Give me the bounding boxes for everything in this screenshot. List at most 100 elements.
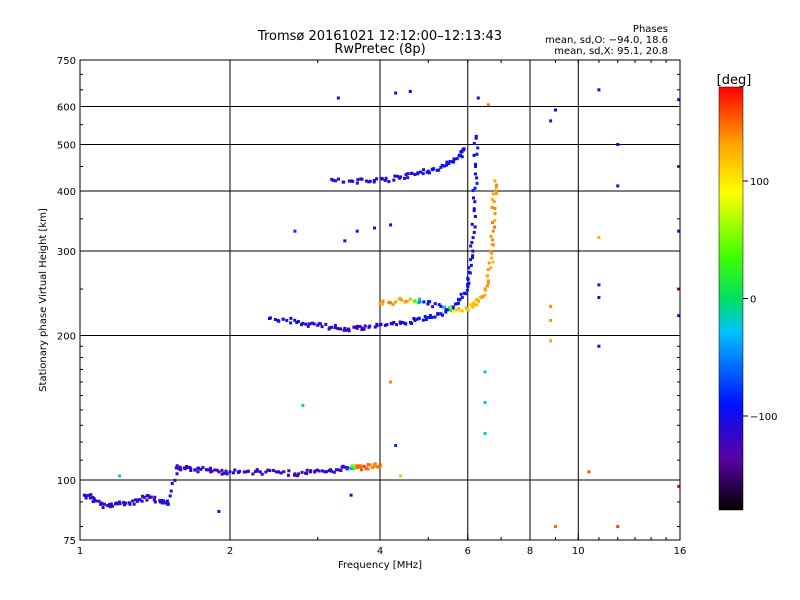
echo-point — [153, 495, 157, 499]
echo-point — [476, 298, 480, 302]
echo-point — [461, 309, 465, 313]
echo-point — [253, 470, 257, 474]
x-axis: 1 2 4 6 8 10 16 — [77, 60, 686, 557]
echo-point — [471, 196, 475, 200]
echo-point — [486, 279, 490, 283]
echo-point — [457, 307, 461, 311]
echo-point — [553, 108, 557, 112]
echo-point — [485, 284, 489, 288]
echo-point — [132, 502, 136, 506]
echo-point — [333, 323, 337, 327]
echo-point — [196, 466, 200, 470]
echo-point — [460, 149, 464, 153]
echo-point — [175, 464, 179, 468]
echo-point — [286, 473, 290, 477]
echo-point — [406, 176, 410, 180]
echo-point — [597, 283, 601, 287]
echo-point — [458, 309, 462, 313]
echo-point — [362, 464, 366, 468]
echo-point — [315, 468, 319, 472]
echo-point — [469, 258, 473, 262]
echo-point — [494, 183, 498, 187]
echo-point — [152, 498, 156, 502]
echo-point — [117, 474, 121, 478]
echo-point — [463, 291, 467, 295]
echo-point — [353, 325, 357, 329]
echo-point — [437, 303, 441, 307]
echo-point — [493, 219, 497, 223]
echo-point — [293, 472, 297, 476]
echo-point — [412, 317, 416, 321]
echo-point — [305, 471, 309, 475]
echo-point — [215, 468, 219, 472]
echo-point — [115, 502, 119, 506]
echo-point — [220, 468, 224, 472]
echo-point — [476, 299, 480, 303]
echo-point — [483, 370, 487, 374]
stats-heading: Phases — [633, 24, 668, 35]
echo-point — [494, 185, 498, 189]
echo-point — [456, 301, 460, 305]
echo-point — [238, 469, 242, 473]
echo-point — [363, 324, 367, 328]
echo-point — [370, 466, 374, 470]
echo-point — [109, 502, 113, 506]
echo-point — [358, 324, 362, 328]
echo-point — [459, 292, 463, 296]
echo-point — [336, 327, 340, 331]
echo-point — [385, 323, 389, 327]
echo-point — [342, 180, 346, 184]
echo-point — [475, 152, 479, 156]
echo-point — [193, 468, 197, 472]
echo-point — [483, 432, 487, 436]
echo-point — [222, 471, 226, 475]
echo-point — [440, 163, 444, 167]
echo-point — [472, 142, 476, 146]
echo-point — [360, 468, 364, 472]
echo-point — [408, 89, 412, 93]
echo-point — [431, 305, 435, 309]
y-axis-label: Stationary phase Virtual Height [km] — [38, 208, 49, 392]
echo-point — [372, 180, 376, 184]
echo-point — [597, 296, 601, 300]
echo-point — [473, 200, 477, 204]
echo-point — [359, 465, 363, 469]
echo-point — [398, 296, 402, 300]
echo-point — [196, 470, 200, 474]
echo-point — [616, 184, 620, 188]
echo-point — [276, 319, 280, 323]
echo-point — [135, 499, 139, 503]
echo-point — [334, 468, 338, 472]
echo-point — [399, 474, 403, 478]
echo-point — [323, 470, 327, 474]
echo-point — [213, 468, 217, 472]
echo-point — [460, 296, 464, 300]
echo-point — [419, 170, 423, 174]
echo-point — [442, 305, 446, 309]
echo-point — [471, 236, 475, 240]
echo-point — [490, 252, 494, 256]
echo-point — [378, 464, 382, 468]
echo-point — [449, 309, 453, 313]
echo-point — [445, 160, 449, 164]
echo-point — [396, 174, 400, 178]
echo-point — [87, 493, 91, 497]
echo-point — [273, 317, 277, 321]
echo-point — [199, 467, 203, 471]
chart-subtitle: RwPretec (8p) — [334, 42, 425, 57]
echo-point — [178, 465, 182, 469]
echo-point — [378, 302, 382, 306]
echo-point — [493, 212, 497, 216]
x-tick-label: 2 — [227, 546, 233, 557]
echo-point — [384, 176, 388, 180]
echo-point — [328, 468, 332, 472]
echo-point — [597, 344, 601, 348]
echo-point — [88, 496, 92, 500]
echo-point — [366, 463, 370, 467]
echo-point — [422, 300, 426, 304]
echo-point — [491, 260, 495, 264]
echo-point — [426, 169, 430, 173]
echo-point — [381, 302, 385, 306]
echo-point — [415, 317, 419, 321]
echo-point — [108, 505, 112, 509]
